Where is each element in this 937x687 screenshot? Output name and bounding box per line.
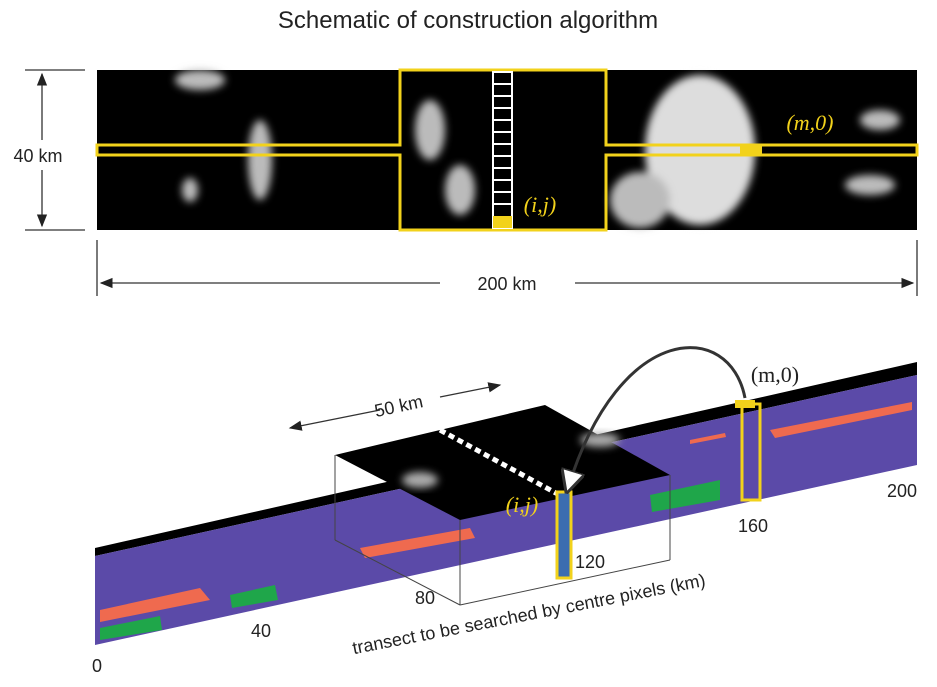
tick-label: 80 <box>415 588 435 608</box>
far-pixel-label: (m,0) <box>786 110 833 135</box>
height-label: 40 km <box>13 146 62 166</box>
tick-label: 120 <box>575 552 605 572</box>
tick-label: 160 <box>738 516 768 536</box>
width-label: 200 km <box>477 274 536 294</box>
diagram: Schematic of construction algorithm (m,0… <box>0 0 937 682</box>
cloud-image <box>97 70 917 230</box>
swath-label: 50 km <box>373 391 425 421</box>
tick-label: 200 <box>887 481 917 501</box>
far-pixel-label-3d: (m,0) <box>751 362 799 387</box>
title: Schematic of construction algorithm <box>278 7 658 34</box>
tick-label: 0 <box>92 656 102 676</box>
axis-label: transect to be searched by centre pixels… <box>351 570 707 658</box>
centre-pixel-label: (i,j) <box>524 192 556 217</box>
centre-pixel-label-3d: (i,j) <box>506 492 538 517</box>
tick-label: 40 <box>251 621 271 641</box>
